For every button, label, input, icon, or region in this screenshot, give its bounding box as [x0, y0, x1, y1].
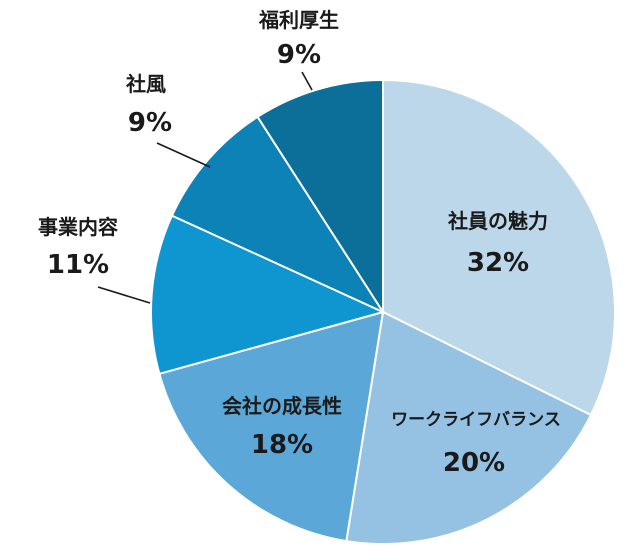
slice-value-jigyo: 11%	[47, 250, 109, 280]
slice-label-seicho: 会社の成長性	[222, 394, 342, 418]
slice-value-fukuri: 9%	[277, 40, 321, 70]
leader-line-jigyo	[97, 286, 151, 304]
pie-slices	[150, 78, 616, 546]
slice-label-shain: 社員の魅力	[447, 209, 548, 233]
pie-slice-seicho	[158, 310, 385, 543]
slice-label-fukuri: 福利厚生	[258, 8, 339, 32]
pie-slice-shafu	[170, 115, 386, 315]
pie-slice-jigyo	[150, 214, 386, 376]
slice-value-seicho: 18%	[251, 430, 313, 460]
slice-label-jigyo: 事業内容	[38, 215, 118, 239]
leader-line-shafu	[156, 142, 211, 168]
pie-slice-wlb	[345, 310, 593, 546]
pie-slice-shain	[382, 78, 616, 417]
slice-value-shafu: 9%	[128, 108, 172, 138]
slice-label-wlb: ワークライフバランス	[391, 410, 561, 430]
leader-line-fukuri	[301, 71, 313, 91]
slice-label-shafu: 社風	[125, 72, 166, 96]
pie-slice-fukuri	[256, 78, 384, 316]
slice-value-shain: 32%	[467, 248, 529, 278]
slice-value-wlb: 20%	[443, 448, 505, 478]
